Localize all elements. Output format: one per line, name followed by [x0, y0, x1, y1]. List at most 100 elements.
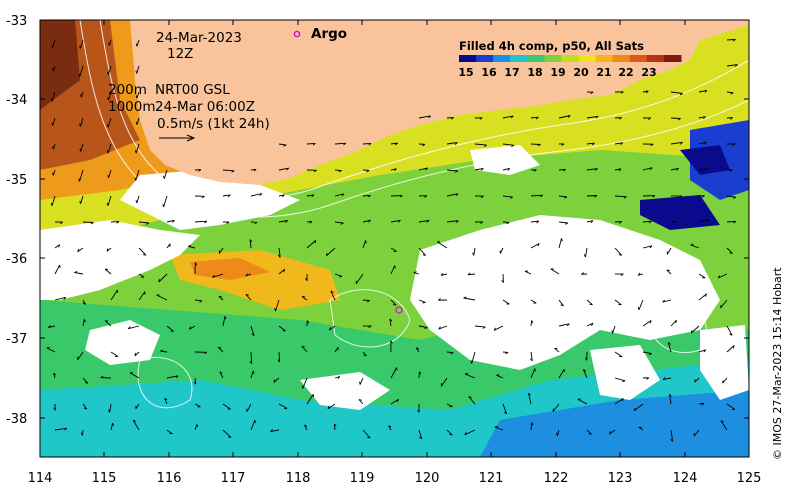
current-arrow — [390, 299, 397, 306]
current-arrow-head — [254, 221, 258, 225]
current-arrow — [194, 424, 198, 431]
current-arrow-head — [112, 423, 115, 427]
current-arrow-head — [306, 320, 310, 324]
current-arrow-head — [673, 221, 677, 224]
current-arrow-head — [107, 97, 109, 101]
current-arrow-head — [365, 240, 367, 244]
current-arrow — [54, 244, 60, 249]
current-arrow-head — [78, 73, 81, 77]
current-arrow — [250, 419, 256, 431]
current-arrow-head — [680, 141, 683, 145]
current-arrow-head — [733, 221, 737, 224]
current-arrow-head — [367, 195, 371, 198]
current-arrow-head — [301, 385, 304, 389]
colorbar-tick-label: 16 — [481, 66, 497, 79]
current-arrow — [474, 325, 486, 328]
current-arrow — [306, 240, 317, 249]
current-arrow-head — [368, 325, 372, 328]
current-arrow-head — [135, 121, 138, 125]
current-arrow — [662, 299, 672, 303]
current-arrow-head — [622, 380, 626, 383]
current-arrow-head — [417, 409, 420, 413]
current-arrow — [362, 169, 370, 171]
current-arrow — [107, 143, 112, 154]
current-arrow-head — [694, 379, 696, 383]
current-arrow-head — [79, 200, 82, 204]
current-arrow-head — [588, 433, 592, 435]
current-arrow-head — [662, 299, 666, 303]
current-arrow — [638, 299, 644, 311]
current-arrow — [132, 419, 140, 431]
current-arrow-head — [311, 194, 315, 198]
current-arrow-head — [594, 168, 598, 171]
current-arrow-head — [175, 375, 179, 379]
current-arrow-head — [274, 308, 276, 312]
current-arrow — [418, 429, 423, 440]
current-arrow — [273, 377, 280, 383]
current-arrow — [473, 247, 476, 256]
current-arrow — [136, 39, 140, 47]
current-arrow-head — [158, 279, 160, 283]
current-arrow — [440, 273, 448, 276]
current-arrow — [670, 167, 679, 171]
current-arrow-head — [428, 115, 432, 119]
bathymetry-contours — [79, 20, 749, 409]
current-arrow-head — [650, 143, 654, 147]
current-arrow-head — [309, 221, 313, 224]
current-arrow — [530, 368, 536, 379]
current-arrow — [524, 270, 532, 275]
current-arrow — [694, 377, 700, 383]
current-arrow — [278, 351, 281, 363]
current-arrow — [135, 143, 140, 154]
current-arrow — [418, 325, 428, 328]
current-arrow-head — [100, 375, 104, 379]
current-arrow — [51, 91, 56, 102]
current-arrow — [164, 398, 168, 405]
current-arrow — [530, 351, 533, 361]
current-arrow — [530, 194, 543, 197]
current-arrow-head — [79, 45, 81, 49]
scale-arrow-label: 0.5m/s (1kt 24h) — [157, 116, 270, 132]
current-arrow — [698, 89, 707, 93]
current-arrow — [334, 193, 345, 197]
map-plot-area — [40, 20, 749, 457]
colorbar-swatch — [595, 55, 614, 62]
current-arrow-head — [690, 243, 694, 246]
current-arrow — [502, 143, 514, 146]
current-arrow — [104, 268, 112, 275]
current-arrow-head — [359, 381, 361, 385]
current-arrow — [670, 91, 683, 94]
current-arrow — [135, 169, 140, 181]
current-arrow-head — [330, 290, 334, 293]
current-arrow — [79, 39, 84, 49]
current-arrow-head — [438, 298, 441, 301]
current-arrow — [586, 429, 592, 435]
current-arrow — [250, 168, 257, 171]
current-arrow-head — [649, 245, 653, 249]
current-arrow — [582, 369, 588, 379]
current-arrow — [166, 325, 174, 332]
current-arrow-head — [501, 279, 504, 283]
lat-tick-label: -38 — [6, 412, 27, 427]
current-arrow — [418, 167, 428, 171]
current-arrow — [726, 91, 734, 94]
current-arrow — [468, 396, 476, 405]
colorbar-swatch — [493, 55, 511, 62]
current-arrow-head — [561, 143, 565, 146]
current-arrow-head — [679, 93, 683, 96]
lat-axis: -33 -34 -35 -36 -37 -38 — [6, 14, 749, 427]
current-arrow — [558, 323, 570, 327]
current-arrow — [718, 273, 728, 279]
colorbar-title: Filled 4h comp, p50, All Sats — [459, 39, 644, 53]
current-arrow — [586, 142, 595, 145]
colorbar-swatch — [476, 55, 494, 62]
current-arrow — [464, 373, 476, 379]
current-arrow — [502, 221, 510, 223]
current-arrow-head — [449, 433, 453, 436]
current-arrow-head — [703, 141, 707, 145]
current-arrow-head — [283, 269, 286, 273]
current-arrow-head — [677, 118, 681, 121]
current-arrow-head — [531, 320, 534, 324]
current-arrow — [726, 38, 736, 41]
